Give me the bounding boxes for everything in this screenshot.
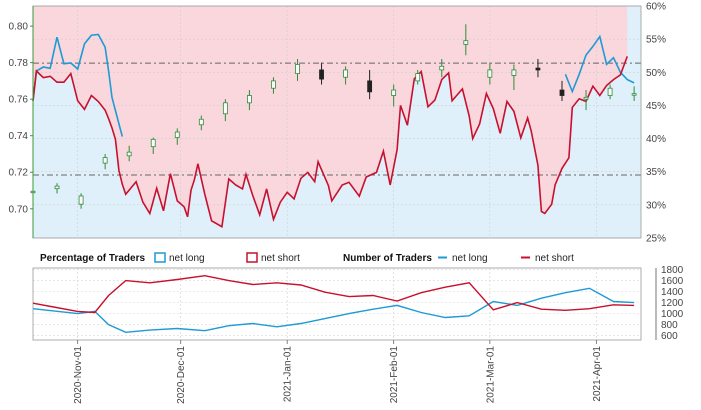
traders-tick-label: 1200 bbox=[661, 298, 684, 309]
x-tick-label: 2021-Mar-01 bbox=[485, 346, 496, 404]
candle-body-10 bbox=[271, 80, 276, 89]
candle-body-9 bbox=[247, 95, 252, 104]
candle-body-14 bbox=[367, 80, 373, 93]
percent-tick-label: 55% bbox=[646, 35, 666, 46]
candle-body-4 bbox=[126, 151, 132, 157]
candle-body-7 bbox=[198, 118, 204, 126]
legend-num-long-label: net long bbox=[452, 253, 488, 264]
net-short-pct-line bbox=[32, 56, 629, 228]
candle-body-17 bbox=[439, 65, 445, 71]
price-tick-label: 0.80 bbox=[9, 22, 29, 33]
x-tick-label: 2020-Dec-01 bbox=[176, 346, 187, 404]
percent-tick-label: 30% bbox=[646, 200, 666, 211]
percent-tick-label: 25% bbox=[646, 234, 666, 245]
candle-body-21 bbox=[535, 67, 541, 71]
legend-num-short-label: net short bbox=[535, 253, 574, 264]
price-tick-label: 0.70 bbox=[9, 204, 29, 215]
candle-body-11 bbox=[295, 64, 300, 74]
candle-body-19 bbox=[487, 69, 493, 78]
legend-percentage-title: Percentage of Traders bbox=[40, 253, 145, 264]
candle-body-3 bbox=[102, 157, 108, 164]
candle-body-18 bbox=[463, 40, 469, 45]
x-tick-label: 2020-Nov-01 bbox=[73, 346, 84, 404]
price-panel: 0.70 0.72 0.74 0.76 0.78 0.80 25% 30% 35% 40% 45% 5… bbox=[9, 2, 667, 245]
legend-pct-long-label: net long bbox=[169, 253, 205, 264]
percent-tick-label: 35% bbox=[646, 167, 666, 178]
legend-pct-short-swatch bbox=[246, 252, 258, 263]
traders-tick-label: 600 bbox=[661, 331, 678, 342]
candle-body-22 bbox=[559, 89, 565, 96]
candle-body-1 bbox=[54, 185, 60, 190]
candle-body-24 bbox=[607, 87, 613, 96]
legend-number-title: Number of Traders bbox=[343, 253, 432, 264]
x-tick-label: 2021-Jan-01 bbox=[283, 346, 294, 403]
traders-tick-label: 1400 bbox=[661, 287, 684, 298]
legend-pct-long-swatch bbox=[154, 252, 166, 263]
bottom-frame bbox=[32, 267, 642, 341]
traders-series-net-long bbox=[32, 287, 635, 334]
traders-tick-label: 1800 bbox=[661, 265, 684, 276]
candle-body-23 bbox=[583, 96, 589, 100]
percent-tick-label: 60% bbox=[646, 2, 666, 13]
traders-tick-label: 1600 bbox=[661, 276, 684, 287]
percent-tick-label: 45% bbox=[646, 101, 666, 112]
x-tick-label: 2021-Apr-01 bbox=[592, 346, 603, 402]
candle-body-20 bbox=[511, 69, 517, 76]
percent-tick-label: 50% bbox=[646, 68, 666, 79]
price-tick-label: 0.72 bbox=[9, 168, 29, 179]
price-tick-label: 0.74 bbox=[9, 131, 29, 142]
candle-body-25 bbox=[631, 93, 637, 96]
x-tick-label: 2021-Feb-01 bbox=[389, 346, 400, 404]
candle-body-5 bbox=[150, 138, 156, 148]
legend: Percentage of Traders net long net short… bbox=[40, 252, 574, 264]
candle-body-2 bbox=[78, 195, 84, 205]
legend-pct-short-label: net short bbox=[261, 253, 300, 264]
net-long-pct-line bbox=[32, 33, 124, 137]
percent-tick-label: 40% bbox=[646, 134, 666, 145]
candle-body-16 bbox=[415, 73, 421, 82]
price-tick-label: 0.78 bbox=[9, 58, 29, 69]
traders-tick-label: 800 bbox=[661, 320, 678, 331]
traders-tick-label: 1000 bbox=[661, 309, 684, 320]
candle-body-8 bbox=[222, 102, 228, 115]
candle-body-6 bbox=[174, 131, 180, 138]
traders-series-net-short bbox=[32, 274, 635, 314]
candle-body-12 bbox=[319, 69, 324, 80]
net-long-pct-line-late bbox=[564, 34, 635, 94]
candle-body-15 bbox=[391, 89, 397, 96]
candle-body-13 bbox=[343, 69, 348, 78]
x-axis: 2020-Nov-01 2020-Dec-01 2021-Jan-01 2021-Fe… bbox=[73, 340, 603, 404]
price-tick-label: 0.76 bbox=[9, 95, 29, 106]
